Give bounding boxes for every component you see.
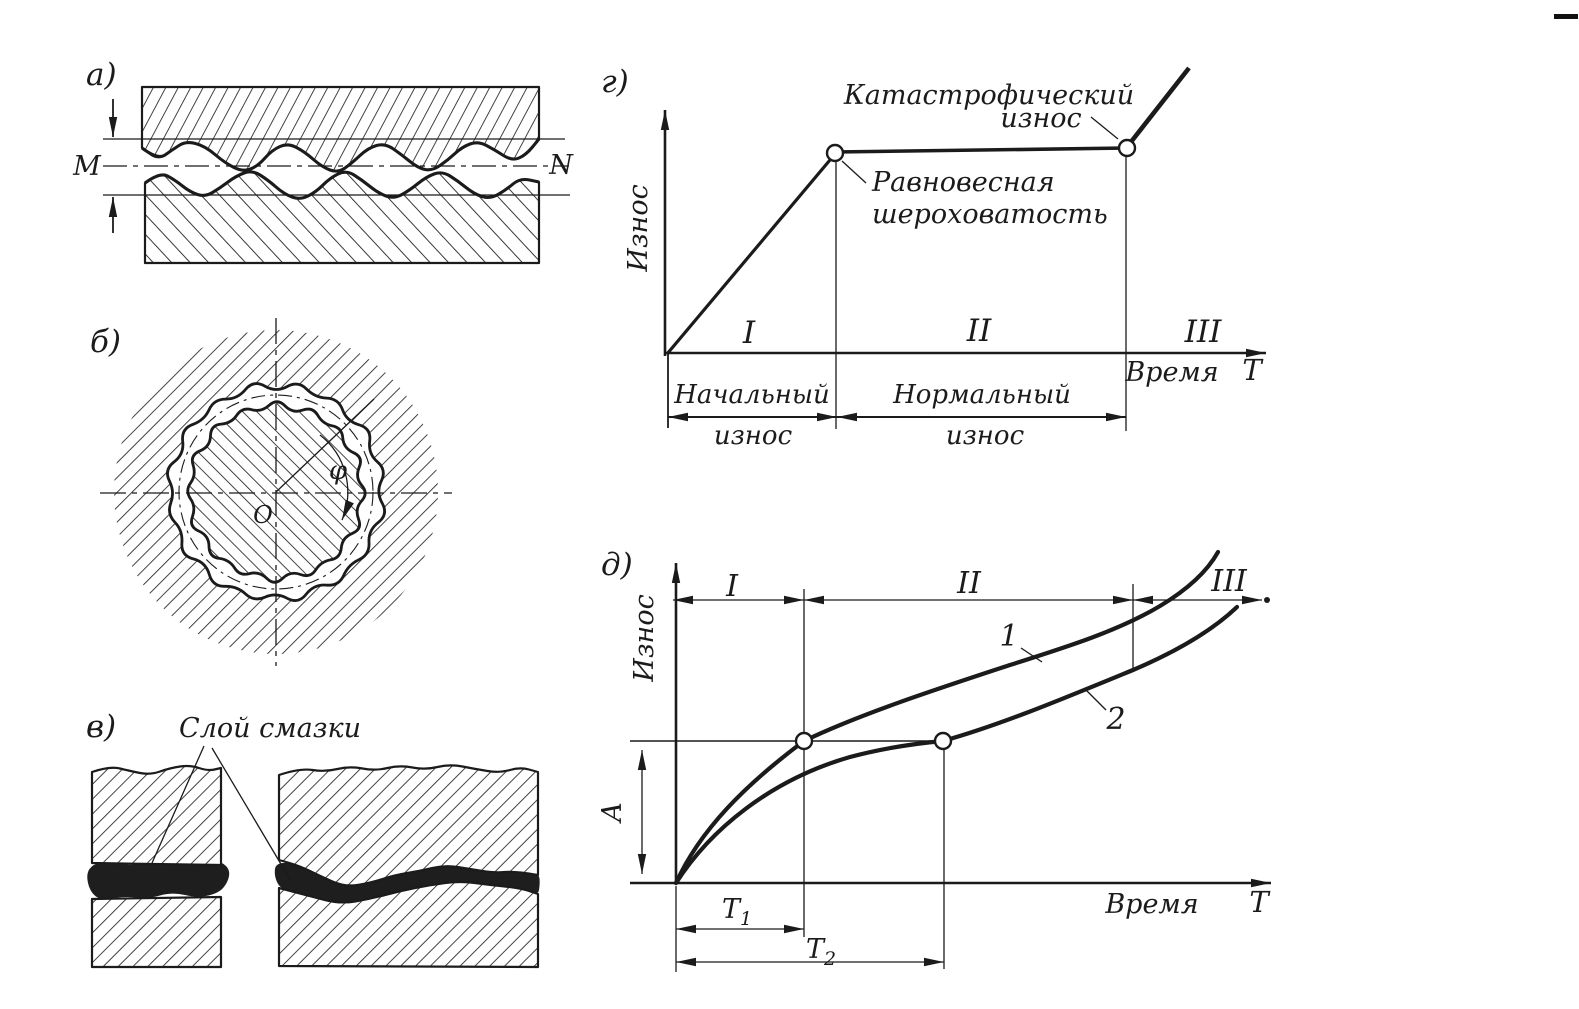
panel-b-center-label: O [253,501,273,529]
panel-g-catastrophic-text-2: износ [1000,103,1081,134]
panel-a-point-n: N [548,150,574,181]
panel-v: в) Слой смазки [86,709,540,969]
panel-g-initial-wear-segment [665,152,837,356]
panel-d-region-1: I [725,569,739,604]
panel-d-curve2-leader [1084,688,1107,711]
panel-b-angle-label: φ [329,456,348,486]
panel-g-equilibrium-text-1: Равновесная [871,167,1055,198]
panel-g-dim-initial-word-2: износ [714,421,793,451]
panel-v-caption: Слой смазки [179,713,361,744]
panel-a: а) M N [72,57,574,265]
panel-g-catastrophic-wear-segment [1125,66,1191,149]
panel-g: г) Износ Катастрофический износ Равновес… [601,64,1266,451]
panel-g-x-axis-letter: T [1242,353,1264,387]
panel-d-y-axis-label: Износ [629,594,660,682]
panel-g-catastrophic-leader [1090,116,1119,140]
panel-g-dim-normal-word-2: износ [946,421,1025,451]
panel-v-lubricant-right [274,862,540,905]
panel-b-label: б) [90,324,121,360]
panel-v-leader-right [211,747,292,882]
panel-g-region-2: II [966,313,992,349]
panel-a-lower-rough-surface [144,170,540,200]
panel-g-x-axis-word: Время [1124,357,1218,388]
panel-g-equilibrium-leader [841,160,867,184]
panel-d-label: д) [601,547,633,583]
panel-d-curve1-transition-point [794,731,814,751]
panel-d: д) Износ I II III 1 2 A T1 T2 Время T [597,547,1271,972]
panel-g-dim-normal-word-1: Нормальный [892,380,1071,410]
panel-d-region-dim-end-dot [1264,597,1270,603]
panel-g-equilibrium-point [825,143,845,163]
panel-d-dim-a-label: A [597,802,628,825]
panel-a-upper-body [140,85,541,173]
panel-g-catastrophic-text-1: Катастрофический [843,80,1134,111]
panel-d-x-axis-word: Время [1104,889,1198,920]
panel-v-lubricant-left [87,859,230,900]
panel-v-left-lower-block [90,895,223,969]
panel-d-curve-1 [673,549,1221,886]
page-edge-mark [1554,14,1578,19]
panel-d-region-3: III [1210,564,1248,599]
panel-g-normal-wear-segment [834,146,1128,154]
panel-v-label: в) [86,709,116,745]
panel-v-right-upper-block [277,764,540,887]
panel-d-x-axis-letter: T [1249,885,1271,919]
panel-g-region-1: I [742,315,756,351]
panel-g-catastrophic-point [1117,138,1137,158]
panel-d-curve2-transition-point [933,731,953,751]
panel-g-dim-initial-word-1: Начальный [673,380,830,410]
panel-v-leader-left [151,745,205,864]
panel-b: б) O φ [90,318,452,666]
panel-a-lower-body [143,170,541,265]
panel-d-curve-1-label: 1 [999,619,1018,654]
panel-a-label: а) [86,57,117,93]
panel-d-dim-t1-label: T1 [722,894,752,930]
panel-g-region-3: III [1184,314,1222,350]
panel-g-y-axis-label: Износ [623,184,654,272]
panel-d-region-2: II [956,566,982,601]
panel-d-curve-2-label: 2 [1105,702,1125,737]
panel-a-upper-rough-surface [141,138,541,173]
panel-d-curve-2 [673,604,1240,886]
panel-g-equilibrium-text-2: шероховатость [872,199,1108,230]
panel-b-nominal-circle [178,394,374,590]
panel-v-left-upper-block [90,764,223,867]
panel-v-right-lower-block [277,880,540,969]
panel-d-dim-t2-label: T2 [806,934,836,970]
panel-g-label: г) [601,64,629,100]
panel-b-radius-line [275,398,375,493]
panel-d-curve1-leader [1020,647,1043,663]
panel-b-rotation-arrowhead [342,499,354,520]
panel-a-point-m: M [72,151,102,182]
